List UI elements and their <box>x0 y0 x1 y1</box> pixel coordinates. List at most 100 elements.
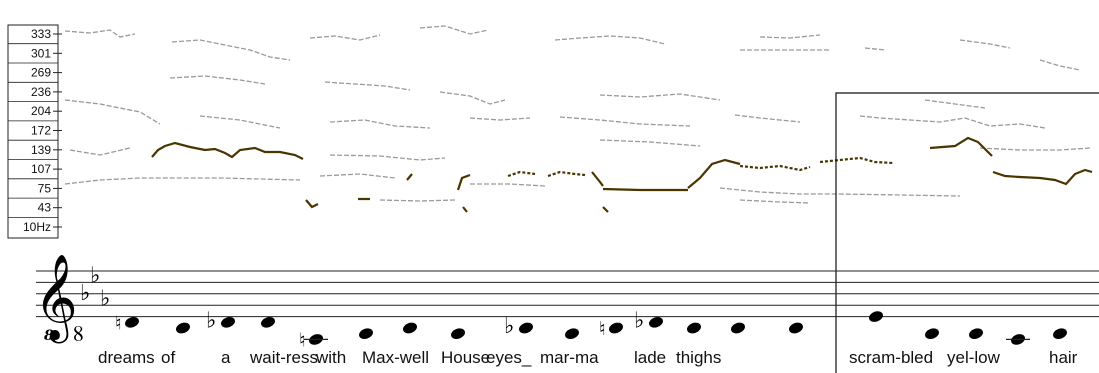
lyric-word: dreams <box>98 348 155 367</box>
natural-accidental-icon: ♮ <box>299 329 306 351</box>
key-signature-flat-icon: ♭ <box>90 264 100 289</box>
note-head <box>789 322 803 334</box>
note-head <box>359 328 373 340</box>
lyric-word: eyes_ <box>486 348 532 367</box>
pitch-trace <box>819 156 894 165</box>
harmonic-trace <box>419 25 489 35</box>
harmonic-trace <box>554 35 666 45</box>
frequency-axis: 333 301 269 236 204 172 139 107 75 43 10Hz <box>7 24 62 239</box>
pitch-trace <box>305 199 319 209</box>
frequency-tick-label: 10Hz <box>23 220 51 234</box>
pitch-trace <box>929 136 993 157</box>
harmonic-trace <box>309 34 381 41</box>
flat-accidental-icon: ♭ <box>504 314 514 339</box>
lyric-word: a <box>221 348 231 367</box>
lyric-word: hair <box>1049 348 1078 367</box>
frequency-tick-label: 333 <box>31 27 51 41</box>
harmonic-trace <box>69 147 131 156</box>
natural-accidental-icon: ♮ <box>599 318 606 340</box>
key-signature-flat-icon: ♭ <box>100 287 110 312</box>
note-head <box>221 316 235 328</box>
harmonic-trace <box>864 47 886 51</box>
note-head <box>451 328 465 340</box>
note-head <box>125 316 139 328</box>
lyric-word: scram-bled <box>849 348 933 367</box>
harmonic-trace <box>739 199 811 204</box>
harmonic-traces <box>64 25 1091 204</box>
note-head <box>649 316 663 328</box>
harmonic-trace <box>759 34 821 39</box>
natural-accidental-icon: ♮ <box>115 312 122 334</box>
pitch-trace <box>739 164 811 172</box>
note-head <box>609 322 623 334</box>
harmonic-trace <box>470 183 546 187</box>
lyric-word: lade <box>634 348 666 367</box>
pitch-trace <box>547 170 586 178</box>
harmonic-trace <box>64 99 161 125</box>
frequency-axis-box <box>7 24 59 239</box>
flat-accidental-icon: ♭ <box>634 308 644 333</box>
frequency-tick-label: 43 <box>38 201 52 215</box>
lyric-word: yel-low <box>947 348 1001 367</box>
flat-accidental-icon: ♭ <box>206 308 216 333</box>
lyric-word: mar-ma <box>540 348 599 367</box>
harmonic-trace <box>329 119 431 129</box>
pitch-trace <box>602 187 688 192</box>
note-head <box>403 322 417 334</box>
lyric-word: with <box>315 348 346 367</box>
harmonic-trace <box>734 114 801 123</box>
frequency-tick-label: 204 <box>31 104 51 118</box>
harmonic-trace <box>979 147 1091 151</box>
pitch-trace <box>456 173 471 191</box>
pitch-trace <box>602 206 609 213</box>
pitch-trace <box>462 206 468 213</box>
harmonic-trace <box>324 81 411 91</box>
lyric-word: of <box>161 348 175 367</box>
harmonic-trace <box>719 187 961 197</box>
note-head <box>731 322 745 334</box>
treble-clef-icon: 𝄠 <box>34 254 85 344</box>
harmonic-trace <box>599 93 721 101</box>
pitch-trace <box>151 141 304 160</box>
lyric-word: House <box>441 348 490 367</box>
phrase-divider <box>835 92 1099 373</box>
frequency-tick-label: 107 <box>31 162 51 176</box>
harmonic-trace <box>469 117 531 121</box>
staff: 𝄠 8 ♭♭♭ ♮ ♭♮♭ ♮ ♭ <box>34 254 1099 351</box>
note-head <box>869 311 883 322</box>
pitch-trace <box>992 168 1093 186</box>
note-head <box>176 322 190 334</box>
frequency-tick-label: 269 <box>31 66 51 80</box>
harmonic-trace <box>559 116 691 127</box>
pitch-trace <box>687 158 741 189</box>
harmonic-trace <box>171 39 291 61</box>
note-head <box>687 322 701 334</box>
harmonic-trace <box>329 154 446 161</box>
harmonic-trace <box>319 173 396 179</box>
note-head <box>261 316 275 328</box>
harmonic-trace <box>64 29 136 38</box>
harmonic-trace <box>64 177 301 185</box>
harmonic-trace <box>859 115 1046 129</box>
pitch-trace <box>406 173 413 181</box>
key-signature: ♭♭♭ <box>80 264 110 312</box>
harmonic-trace <box>379 199 456 202</box>
note-head <box>565 328 579 340</box>
frequency-tick-label: 172 <box>31 124 51 138</box>
frequency-tick-label: 75 <box>38 181 52 195</box>
harmonic-trace <box>599 139 701 147</box>
clef-octave-mark: 8 <box>44 328 54 344</box>
frequency-tick-label: 139 <box>31 143 51 157</box>
lyric-word: Max-well <box>362 348 429 367</box>
frequency-tick-label: 236 <box>31 85 51 99</box>
fundamental-pitch-traces <box>151 136 1093 213</box>
harmonic-trace <box>439 91 506 105</box>
harmonic-trace <box>169 75 266 85</box>
lyric-word: wait-ress <box>249 348 318 367</box>
key-signature-flat-icon: ♭ <box>80 281 90 306</box>
note-head <box>1053 328 1067 340</box>
note-head <box>969 328 983 340</box>
lyric-word: thighs <box>676 348 721 367</box>
harmonic-trace <box>924 99 986 109</box>
